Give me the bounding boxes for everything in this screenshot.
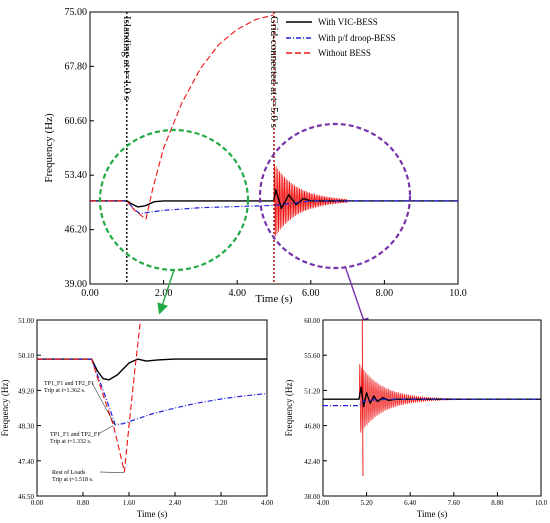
xtick-label: 8.00 — [376, 288, 394, 299]
xtick-label: 10.0 — [449, 288, 467, 299]
legend-none: Without BESS — [318, 48, 371, 58]
ytick-label: 48.30 — [18, 423, 34, 431]
ytick-label: 51.20 — [304, 387, 320, 395]
series-with-vic-bess — [37, 358, 267, 381]
right-ticks: 4.00 5.20 6.40 7.60 8.80 10.0 38.00 42.40 46.80 5… — [304, 317, 547, 507]
ytick-label: 53.40 — [65, 170, 88, 181]
zoom-annotation-line2: Trip at t=1.362 s. — [44, 388, 86, 394]
annotation-label: Grid-connected at t=5.0 s — [268, 16, 280, 128]
ytick-label: 55.60 — [304, 352, 320, 360]
xtick-label: 0.80 — [77, 499, 90, 507]
ytick-label: 46.50 — [18, 493, 34, 501]
zoom-annotation-leader — [97, 425, 114, 435]
series-without-bess — [37, 320, 142, 473]
left-plot-area — [36, 319, 268, 497]
xtick-label: 8.80 — [491, 499, 504, 507]
zoom-annotation-line1: TP1_F1 and TP2_F1 — [44, 381, 94, 387]
series-without-bess — [90, 14, 274, 220]
xtick-label: 0.00 — [81, 288, 99, 299]
ytick-label: 60.00 — [304, 317, 320, 325]
xtick-label: 5.20 — [360, 499, 373, 507]
zoom-annotation-line1: TP1_F1 and TP2_F1 — [50, 432, 100, 438]
left-zoom-chart: 0.00 0.80 1.60 2.40 3.20 4.00 46.50 47.40 48.30 4… — [0, 317, 274, 519]
ytick-label: 60.60 — [65, 116, 88, 127]
ytick-label: 38.00 — [304, 493, 320, 501]
xtick-label: 4.00 — [317, 499, 330, 507]
ytick-label: 67.80 — [65, 61, 88, 72]
ytick-label: 39.00 — [65, 279, 88, 290]
zoom-annotation-line1: Rest of Loads — [52, 469, 86, 476]
ytick-label: 42.40 — [304, 458, 320, 466]
xtick-label: 1.60 — [123, 499, 136, 507]
main-ticks: 0.00 2.00 4.00 6.00 8.00 10.0 39.00 46.20 53.40 6… — [65, 7, 467, 299]
main-frequency-chart: 0.00 2.00 4.00 6.00 8.00 10.0 39.00 46.20 53.40 6… — [43, 7, 467, 330]
xtick-label: 10.0 — [535, 499, 548, 507]
purple-zoom-circle — [258, 122, 412, 270]
green-zoom-arrow — [157, 269, 175, 315]
zoom-annotation-line2: Trip at t=1.332 s. — [50, 439, 92, 445]
series-with-p-f-droop-bess — [37, 358, 267, 426]
ytick-label: 49.20 — [18, 387, 34, 395]
right-zoom-chart: 4.00 5.20 6.40 7.60 8.80 10.0 38.00 42.40 46.80 5… — [284, 317, 548, 519]
legend-droop: With p/f droop-BESS — [318, 33, 396, 43]
xtick-label: 2.40 — [169, 499, 182, 507]
xtick-label: 4.00 — [261, 499, 274, 507]
ytick-label: 51.00 — [18, 317, 34, 325]
ytick-label: 46.80 — [304, 423, 320, 431]
xtick-label: 4.00 — [228, 288, 246, 299]
right-ylabel: Frequency (Hz) — [284, 380, 294, 437]
left-ticks: 0.00 0.80 1.60 2.40 3.20 4.00 46.50 47.40 48.30 4… — [18, 317, 273, 507]
legend-vic: With VIC-BESS — [318, 17, 378, 27]
xtick-label: 6.40 — [404, 499, 417, 507]
series-with-vic-bess — [90, 188, 458, 210]
xtick-label: 6.00 — [302, 288, 320, 299]
main-ylabel: Frequency (Hz) — [43, 113, 55, 183]
right-plot-area — [322, 319, 542, 497]
right-series — [323, 320, 541, 477]
main-annotations: Islanding at t=1.0 s Grid-connected at t=… — [121, 12, 280, 284]
zoom-annotation-leader — [99, 471, 125, 473]
main-series — [90, 14, 458, 237]
ytick-label: 50.10 — [18, 352, 34, 360]
series-with-p-f-droop-bess — [90, 200, 458, 215]
left-ylabel: Frequency (Hz) — [0, 380, 10, 437]
right-xlabel: Time (s) — [417, 509, 447, 519]
left-series — [37, 320, 267, 473]
ytick-label: 47.40 — [18, 458, 34, 466]
main-legend: With VIC-BESS With p/f droop-BESS Withou… — [286, 17, 396, 58]
xtick-label: 0.00 — [31, 499, 44, 507]
series-with-p-f-droop-bess — [323, 398, 541, 407]
ytick-label: 75.00 — [65, 7, 88, 18]
annotation-label: Islanding at t=1.0 s — [121, 16, 133, 100]
xtick-label: 2.00 — [155, 288, 173, 299]
main-xlabel: Time (s) — [255, 293, 293, 305]
zoom-annotation-leader — [91, 382, 116, 426]
zoom-annotation-line2: Trip at t=1.518 s. — [52, 477, 94, 483]
xtick-label: 3.20 — [215, 499, 228, 507]
xtick-label: 7.60 — [448, 499, 461, 507]
ytick-label: 46.20 — [65, 225, 88, 236]
purple-zoom-arrow — [344, 265, 369, 330]
left-xlabel: Time (s) — [137, 509, 167, 519]
